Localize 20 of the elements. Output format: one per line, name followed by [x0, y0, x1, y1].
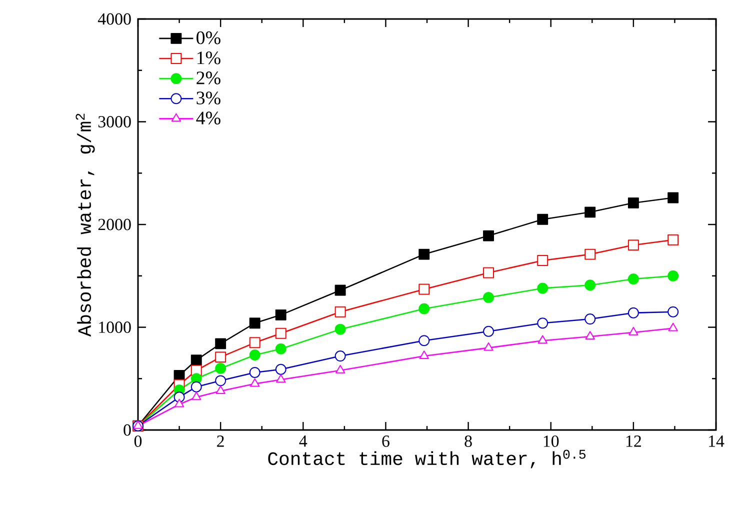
y-tick-label: 4000 [98, 13, 131, 25]
legend-label: 4% [196, 112, 220, 124]
x-tick-label: 0 [134, 436, 142, 447]
y-tick-label: 2000 [98, 218, 131, 230]
legend-label: 0% [196, 31, 220, 44]
y-tick-label: 1000 [99, 322, 131, 333]
x-tick-label: 2 [217, 436, 224, 447]
legend-label: 1% [197, 51, 220, 64]
x-tick-label: 6 [382, 436, 390, 447]
y-tick-label: 3000 [98, 116, 131, 128]
x-axis-title: Contact time with water, h$^{0.5}$ [268, 450, 586, 468]
legend-label: 3% [196, 92, 220, 104]
x-tick-label: 12 [626, 436, 641, 447]
y-axis-title: Absorbed water, g/m$^{2}$ [76, 114, 95, 337]
x-tick-label: 4 [299, 436, 308, 447]
legend-label: 2% [196, 72, 220, 84]
y-tick-label: 0 [124, 424, 131, 436]
x-tick-label: 14 [709, 436, 724, 447]
x-tick-label: 8 [464, 436, 472, 447]
x-tick-label: 10 [544, 436, 559, 447]
